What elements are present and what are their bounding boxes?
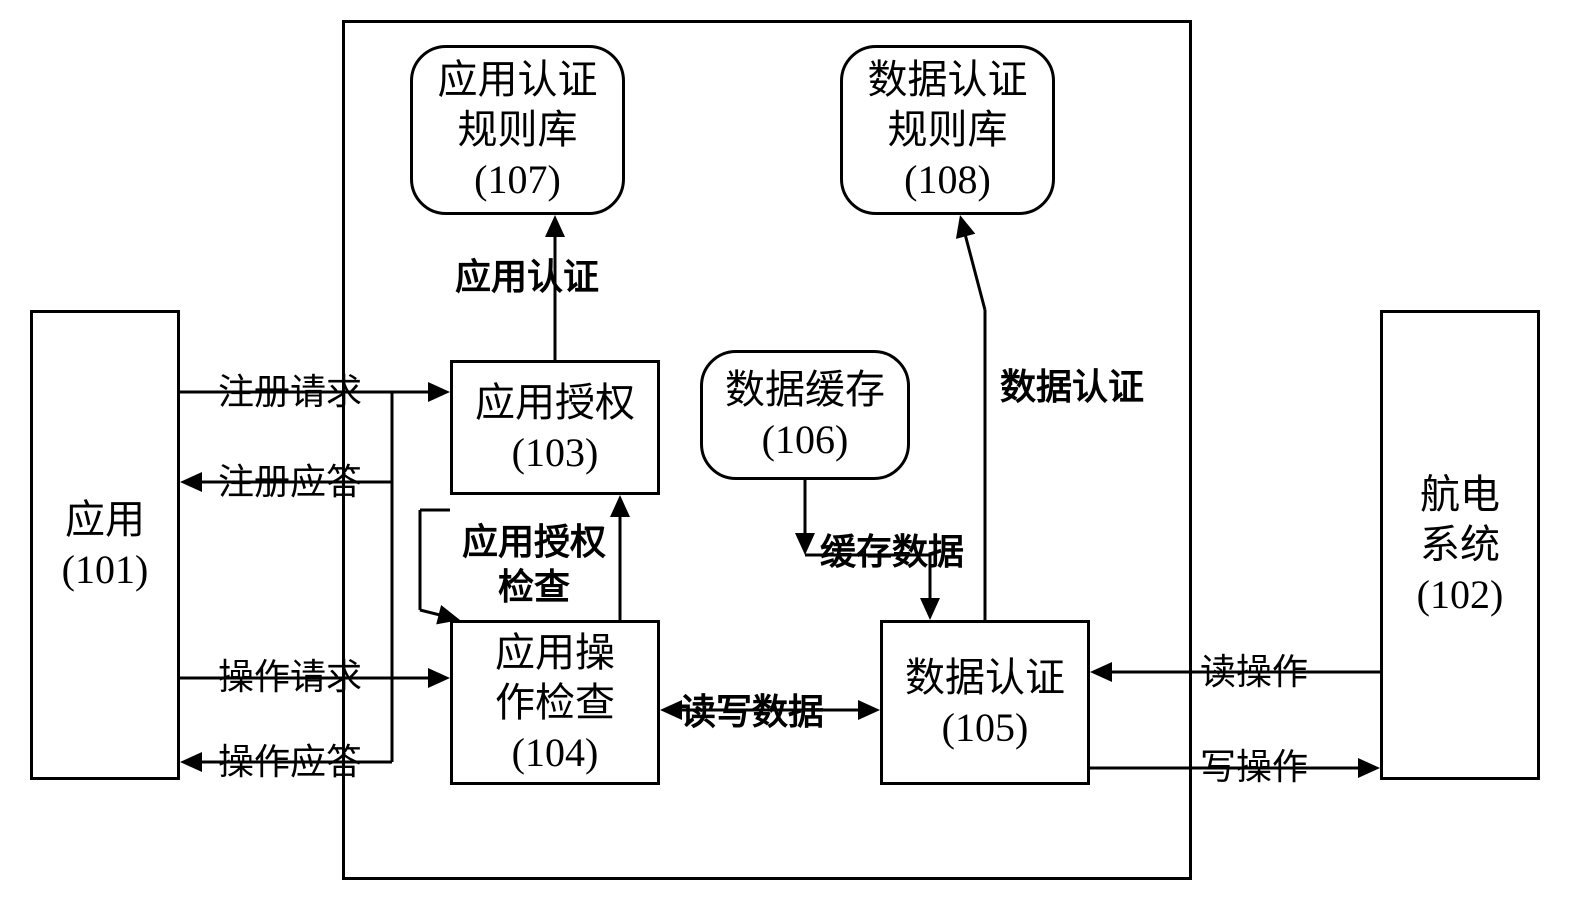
node-data-cache: 数据缓存(106) [700, 350, 910, 480]
node-app-auth-rule-db: 应用认证规则库(107) [410, 45, 625, 215]
edge-label-app-authz-check-1: 应用授权 [462, 520, 606, 565]
edge-label-data-auth: 数据认证 [1000, 365, 1144, 410]
edge-label-operation-response: 操作应答 [218, 740, 362, 785]
edge-label-register-request: 注册请求 [218, 370, 362, 415]
node-data-auth: 数据认证(105) [880, 620, 1090, 785]
node-application: 应用(101) [30, 310, 180, 780]
edge-label-register-response: 注册应答 [218, 460, 362, 505]
edge-label-rw-data: 读写数据 [680, 690, 824, 735]
node-data-auth-rule-db: 数据认证规则库(108) [840, 45, 1055, 215]
node-avionics-system: 航电系统(102) [1380, 310, 1540, 780]
edge-label-operation-request: 操作请求 [218, 655, 362, 700]
edge-label-read-operation: 读操作 [1200, 650, 1308, 695]
node-app-op-check: 应用操作检查(104) [450, 620, 660, 785]
edge-label-write-operation: 写操作 [1200, 745, 1308, 790]
node-app-authorization: 应用授权(103) [450, 360, 660, 495]
edge-label-app-auth: 应用认证 [455, 255, 599, 300]
edge-label-app-authz-check-2: 检查 [498, 565, 570, 610]
edge-label-cache-data: 缓存数据 [820, 530, 964, 575]
